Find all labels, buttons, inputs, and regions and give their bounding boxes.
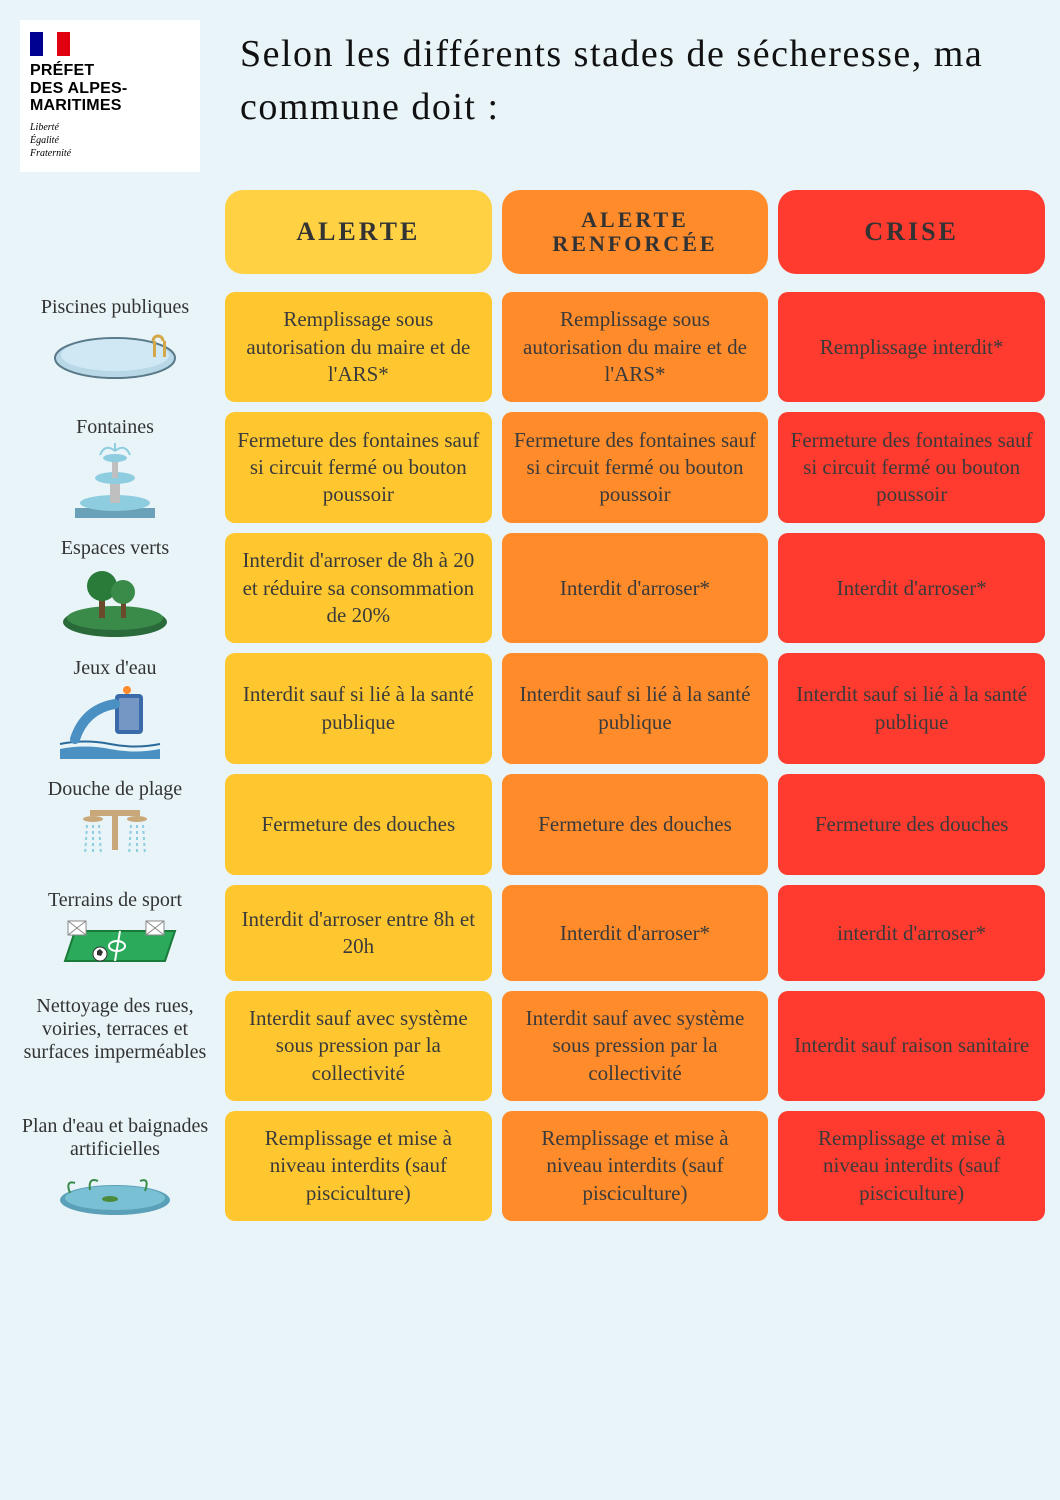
row-label-fontaines: Fontaines [15, 412, 215, 523]
row-label-text: Fontaines [76, 416, 154, 439]
cell-jeux-crise: Interdit sauf si lié à la santé publique [778, 653, 1045, 764]
table-row: Fontaines Fermeture des fontaines sauf s… [15, 412, 1045, 523]
douche-icon [19, 805, 211, 875]
logo-motto: LibertéÉgalitéFraternité [30, 121, 190, 160]
row-label-douche: Douche de plage [15, 774, 215, 875]
table-row: Terrains de sport Interdit d'arroser ent… [15, 885, 1045, 981]
row-label-text: Douche de plage [48, 778, 182, 801]
jeux-icon [19, 684, 211, 764]
cell-nettoyage-alerte: Interdit sauf avec système sous pression… [225, 991, 492, 1101]
row-label-piscines: Piscines publiques [15, 292, 215, 402]
cell-piscines-renforcee: Remplissage sous autorisation du maire e… [502, 292, 769, 402]
cell-douche-crise: Fermeture des douches [778, 774, 1045, 875]
table-row: Douche de plage Fermeture des douchesFer… [15, 774, 1045, 875]
table-header: ALERTE ALERTE RENFORCÉE CRISE [15, 190, 1045, 274]
cell-fontaines-renforcee: Fermeture des fontaines sauf si circuit … [502, 412, 769, 523]
row-label-text: Nettoyage des rues, voiries, terraces et… [19, 995, 211, 1064]
row-label-text: Piscines publiques [41, 296, 189, 319]
restrictions-table: ALERTE ALERTE RENFORCÉE CRISE Piscines p… [15, 190, 1045, 1231]
piscines-icon [19, 323, 211, 383]
cell-espaces-alerte: Interdit d'arroser de 8h à 20 et réduire… [225, 533, 492, 643]
level-crise: CRISE [778, 190, 1045, 274]
cell-jeux-alerte: Interdit sauf si lié à la santé publique [225, 653, 492, 764]
level-alerte: ALERTE [225, 190, 492, 274]
level-renforcee: ALERTE RENFORCÉE [502, 190, 769, 274]
plan-icon [19, 1165, 211, 1220]
cell-espaces-renforcee: Interdit d'arroser* [502, 533, 769, 643]
cell-plan-alerte: Remplissage et mise à niveau interdits (… [225, 1111, 492, 1221]
cell-terrains-renforcee: Interdit d'arroser* [502, 885, 769, 981]
table-row: Plan d'eau et baignades artificielles Re… [15, 1111, 1045, 1221]
espaces-icon [19, 564, 211, 639]
table-row: Piscines publiques Remplissage sous auto… [15, 292, 1045, 402]
logo-title: PRÉFETDES ALPES-MARITIMES [30, 62, 190, 115]
cell-nettoyage-crise: Interdit sauf raison sanitaire [778, 991, 1045, 1101]
cell-espaces-crise: Interdit d'arroser* [778, 533, 1045, 643]
page-title: Selon les différents stades de sécheress… [240, 28, 1030, 134]
row-label-text: Jeux d'eau [73, 657, 156, 680]
cell-jeux-renforcee: Interdit sauf si lié à la santé publique [502, 653, 769, 764]
row-label-text: Espaces verts [61, 537, 169, 560]
cell-plan-crise: Remplissage et mise à niveau interdits (… [778, 1111, 1045, 1221]
french-flag-icon [30, 32, 70, 56]
cell-douche-renforcee: Fermeture des douches [502, 774, 769, 875]
cell-fontaines-alerte: Fermeture des fontaines sauf si circuit … [225, 412, 492, 523]
row-label-nettoyage: Nettoyage des rues, voiries, terraces et… [15, 991, 215, 1101]
cell-piscines-alerte: Remplissage sous autorisation du maire e… [225, 292, 492, 402]
terrains-icon [19, 916, 211, 981]
cell-fontaines-crise: Fermeture des fontaines sauf si circuit … [778, 412, 1045, 523]
cell-douche-alerte: Fermeture des douches [225, 774, 492, 875]
row-label-terrains: Terrains de sport [15, 885, 215, 981]
row-label-espaces: Espaces verts [15, 533, 215, 643]
table-row: Nettoyage des rues, voiries, terraces et… [15, 991, 1045, 1101]
cell-piscines-crise: Remplissage interdit* [778, 292, 1045, 402]
row-label-text: Plan d'eau et baignades artificielles [19, 1115, 211, 1161]
row-label-jeux: Jeux d'eau [15, 653, 215, 764]
row-label-plan: Plan d'eau et baignades artificielles [15, 1111, 215, 1221]
table-row: Espaces verts Interdit d'arroser de 8h à… [15, 533, 1045, 643]
cell-nettoyage-renforcee: Interdit sauf avec système sous pression… [502, 991, 769, 1101]
row-label-text: Terrains de sport [48, 889, 182, 912]
cell-terrains-alerte: Interdit d'arroser entre 8h et 20h [225, 885, 492, 981]
cell-terrains-crise: interdit d'arroser* [778, 885, 1045, 981]
prefecture-logo: PRÉFETDES ALPES-MARITIMES LibertéÉgalité… [20, 20, 200, 172]
cell-plan-renforcee: Remplissage et mise à niveau interdits (… [502, 1111, 769, 1221]
table-row: Jeux d'eau Interdit sauf si lié à la san… [15, 653, 1045, 764]
fontaines-icon [19, 443, 211, 523]
